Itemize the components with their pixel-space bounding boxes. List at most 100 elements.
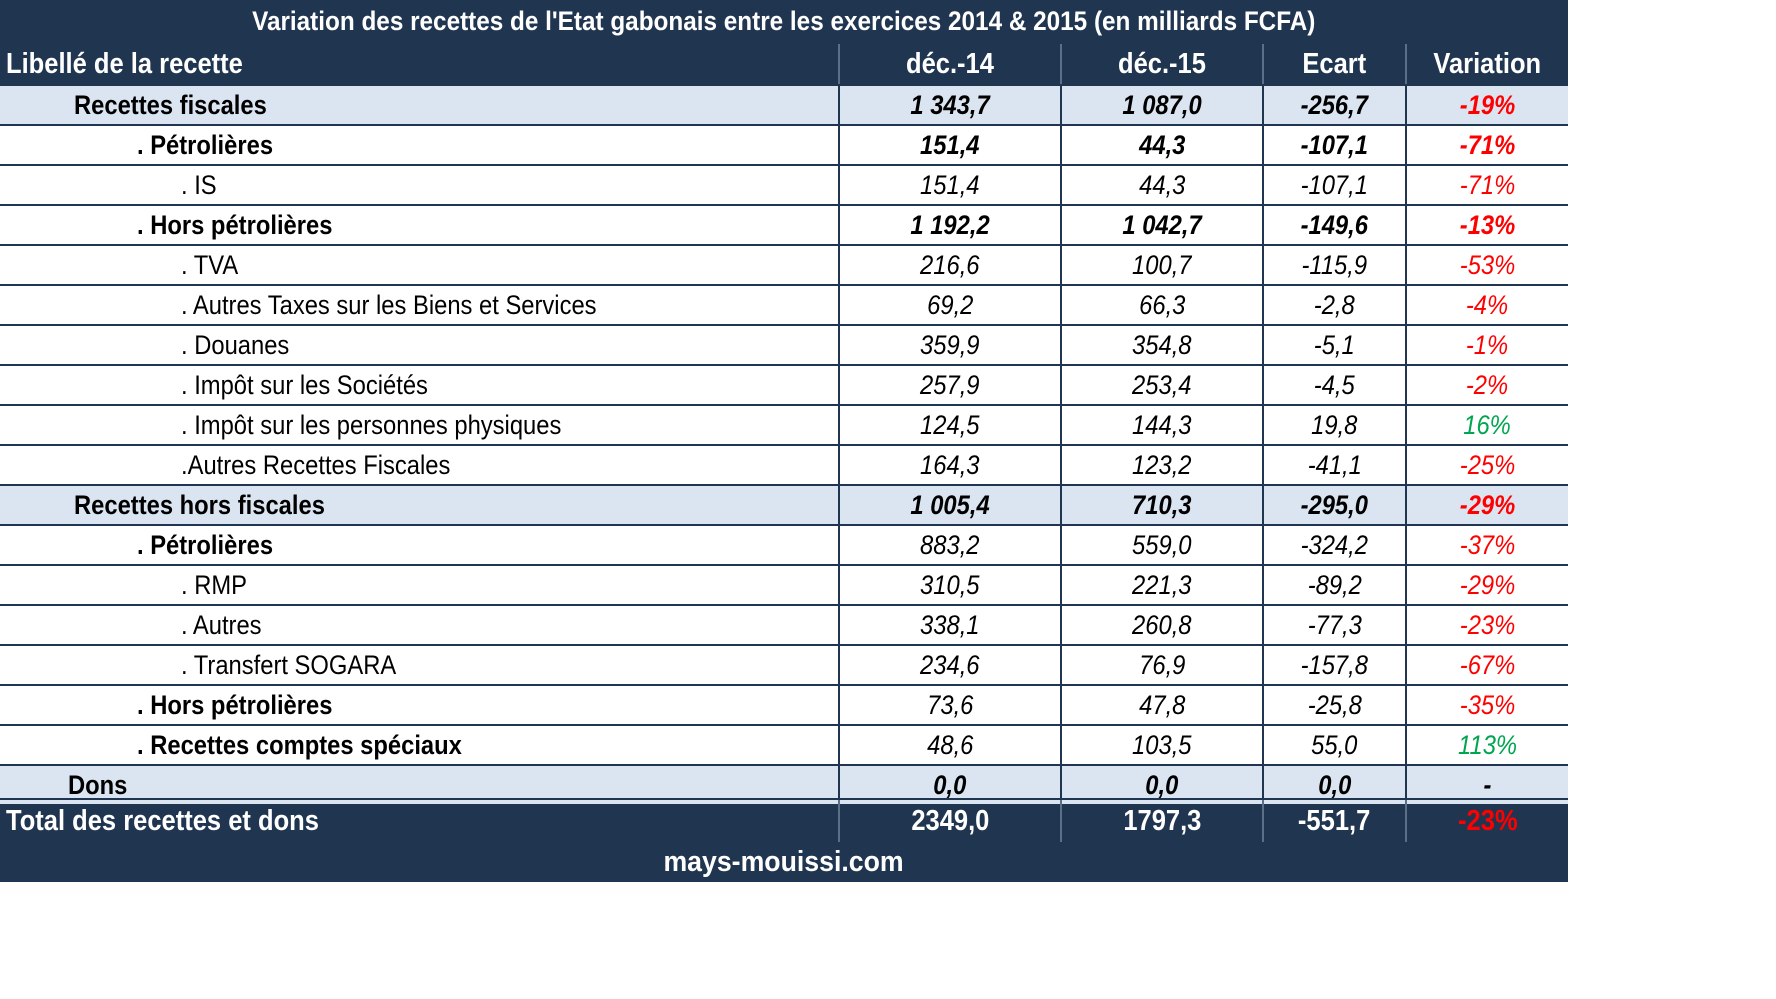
row-variation-text: -71% xyxy=(1459,169,1516,200)
row-dec15-text: 144,3 xyxy=(1132,409,1192,440)
column-divider xyxy=(1262,800,1264,842)
row-dec14-text: 124,5 xyxy=(920,409,980,440)
row-label: . Autres Taxes sur les Biens et Services xyxy=(0,286,839,324)
row-ecart-text: -25,8 xyxy=(1307,689,1362,720)
header-ecart: Ecart xyxy=(1264,44,1405,84)
row-label-text: . Recettes comptes spéciaux xyxy=(137,729,462,760)
row-dec15-text: 76,9 xyxy=(1138,649,1186,680)
column-divider xyxy=(838,800,840,842)
column-divider xyxy=(1060,246,1062,284)
column-divider xyxy=(1262,646,1264,684)
row-ecart: -77,3 xyxy=(1264,606,1405,644)
row-dec15: 1 087,0 xyxy=(1062,86,1262,124)
column-divider xyxy=(838,406,840,444)
column-divider xyxy=(1262,606,1264,644)
table-row: . Hors pétrolières 1 192,2 1 042,7 -149,6 -1… xyxy=(0,204,1568,244)
row-dec14-text: 257,9 xyxy=(920,369,980,400)
row-label: Recettes hors fiscales xyxy=(0,486,839,524)
row-dec15: 76,9 xyxy=(1062,646,1262,684)
row-label-text: . TVA xyxy=(181,249,239,280)
row-label: . TVA xyxy=(0,246,839,284)
row-dec14: 234,6 xyxy=(840,646,1060,684)
row-variation-text: -4% xyxy=(1466,289,1509,320)
row-dec15-text: 1 087,0 xyxy=(1122,89,1202,120)
row-ecart: -41,1 xyxy=(1264,446,1405,484)
column-divider xyxy=(838,766,840,804)
row-ecart-text: -2,8 xyxy=(1314,289,1355,320)
table-row: . TVA 216,6 100,7 -115,9 -53% xyxy=(0,244,1568,284)
row-label-text: Recettes fiscales xyxy=(74,89,267,120)
row-dec15-text: 100,7 xyxy=(1132,249,1192,280)
row-label: . Impôt sur les personnes physiques xyxy=(0,406,839,444)
column-divider xyxy=(838,606,840,644)
column-divider xyxy=(838,246,840,284)
row-ecart-text: -149,6 xyxy=(1300,209,1369,240)
row-dec15-text: 44,3 xyxy=(1138,169,1186,200)
row-variation-text: -1% xyxy=(1466,329,1509,360)
row-ecart-text: 19,8 xyxy=(1311,409,1358,440)
row-dec14-text: 1 343,7 xyxy=(910,89,990,120)
header-label: Libellé de la recette xyxy=(0,44,839,84)
row-dec14: 883,2 xyxy=(840,526,1060,564)
row-dec14: 151,4 xyxy=(840,166,1060,204)
row-variation-text: -53% xyxy=(1459,249,1516,280)
row-label-text: . Impôt sur les personnes physiques xyxy=(181,409,562,440)
column-divider xyxy=(1405,646,1407,684)
row-label: . Pétrolières xyxy=(0,126,839,164)
row-label-text: . Autres Taxes sur les Biens et Services xyxy=(181,289,597,320)
row-dec14-text: 338,1 xyxy=(920,609,980,640)
row-variation-text: -2% xyxy=(1466,369,1509,400)
row-variation: -2% xyxy=(1407,366,1568,404)
row-ecart: 0,0 xyxy=(1264,766,1405,804)
row-dec14: 151,4 xyxy=(840,126,1060,164)
column-divider xyxy=(1405,606,1407,644)
header-variation: Variation xyxy=(1407,44,1568,84)
row-ecart: -324,2 xyxy=(1264,526,1405,564)
row-dec15: 253,4 xyxy=(1062,366,1262,404)
header-dec14: déc.-14 xyxy=(840,44,1060,84)
column-divider xyxy=(1262,406,1264,444)
row-label-text: . Douanes xyxy=(181,329,290,360)
column-divider xyxy=(1060,606,1062,644)
column-divider xyxy=(838,86,840,124)
row-dec14-text: 234,6 xyxy=(920,649,980,680)
table-row: . IS 151,4 44,3 -107,1 -71% xyxy=(0,164,1568,204)
column-divider xyxy=(1262,486,1264,524)
row-ecart: -25,8 xyxy=(1264,686,1405,724)
row-label: . Transfert SOGARA xyxy=(0,646,839,684)
row-ecart: -107,1 xyxy=(1264,126,1405,164)
total-dec14: 2349,0 xyxy=(840,800,1060,842)
row-dec15: 123,2 xyxy=(1062,446,1262,484)
row-variation: -71% xyxy=(1407,166,1568,204)
column-divider xyxy=(1262,166,1264,204)
row-variation-text: -35% xyxy=(1459,689,1516,720)
column-divider xyxy=(1262,566,1264,604)
row-variation-text: -25% xyxy=(1459,449,1516,480)
total-row: Total des recettes et dons 2349,0 1797,3… xyxy=(0,798,1568,842)
row-dec14-text: 73,6 xyxy=(926,689,974,720)
column-divider xyxy=(1262,206,1264,244)
row-variation: -71% xyxy=(1407,126,1568,164)
row-variation: - xyxy=(1407,766,1568,804)
column-divider xyxy=(1405,566,1407,604)
row-label-text: . Autres xyxy=(181,609,262,640)
column-divider xyxy=(1405,686,1407,724)
column-divider xyxy=(838,446,840,484)
row-dec14-text: 1 192,2 xyxy=(910,209,990,240)
row-dec14: 48,6 xyxy=(840,726,1060,764)
row-dec14: 338,1 xyxy=(840,606,1060,644)
total-label-text: Total des recettes et dons xyxy=(6,804,319,837)
column-divider xyxy=(1405,86,1407,124)
row-label: . Hors pétrolières xyxy=(0,206,839,244)
row-label-text: . IS xyxy=(181,169,217,200)
row-variation: -29% xyxy=(1407,566,1568,604)
row-variation: -53% xyxy=(1407,246,1568,284)
column-divider xyxy=(1060,166,1062,204)
row-variation: -1% xyxy=(1407,326,1568,364)
column-divider xyxy=(1405,326,1407,364)
source-footer-text: mays-mouissi.com xyxy=(663,845,905,878)
total-label: Total des recettes et dons xyxy=(0,800,839,842)
row-dec15-text: 260,8 xyxy=(1132,609,1192,640)
total-dec15: 1797,3 xyxy=(1062,800,1262,842)
row-variation-text: -29% xyxy=(1459,569,1516,600)
